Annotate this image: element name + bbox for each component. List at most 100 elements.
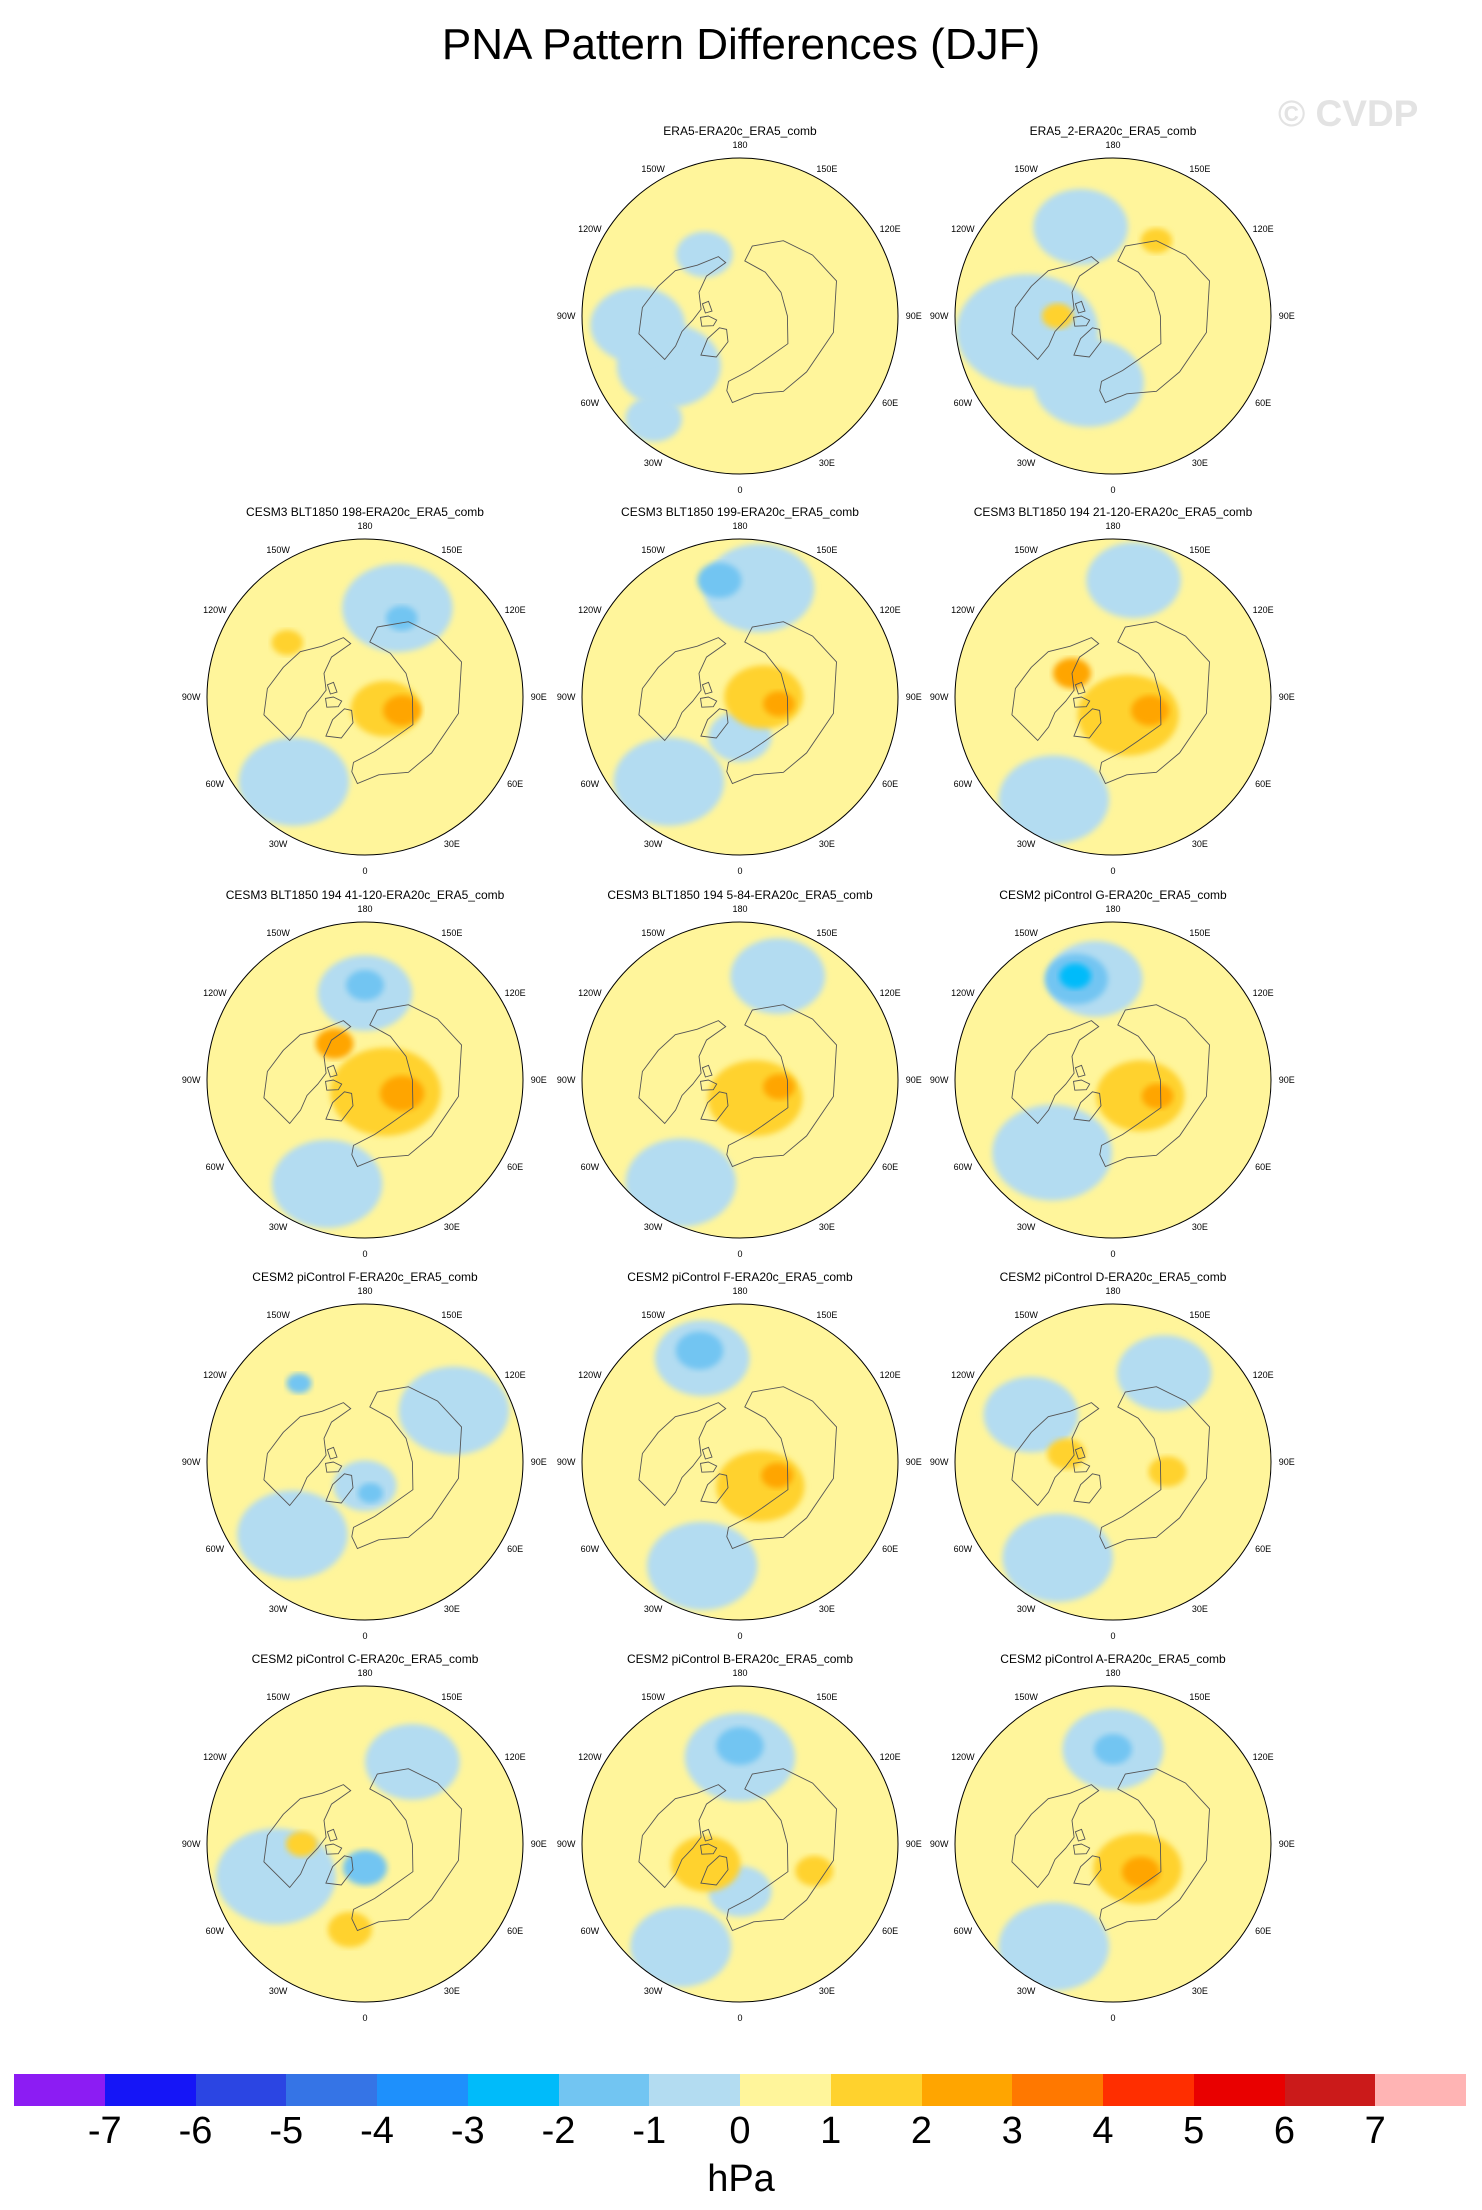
panel-title: CESM3 BLT1850 199-ERA20c_ERA5_comb (621, 505, 859, 519)
colorbar-tick-label: 3 (1001, 2110, 1023, 2152)
longitude-label: 30W (268, 1221, 288, 1232)
longitude-label: 150W (1014, 545, 1038, 556)
positive-anomaly (761, 1462, 793, 1489)
longitude-label: 60E (1255, 1925, 1272, 1936)
colorbar-box (1375, 2074, 1466, 2106)
longitude-label: 90W (181, 1075, 201, 1085)
longitude-label: 30E (818, 1985, 835, 1996)
longitude-label: 0 (362, 865, 368, 876)
coastline (1099, 621, 1210, 785)
coastline (1099, 1386, 1210, 1550)
coastline (1073, 1473, 1102, 1504)
longitude-label: 90W (556, 692, 576, 702)
longitude-label: 60E (507, 1543, 524, 1554)
map-border (581, 157, 899, 475)
longitude-label: 60W (953, 778, 973, 789)
polar-map (206, 1685, 524, 2003)
map-panel: CESM3 BLT1850 194 41-120-ERA20c_ERA5_com… (175, 888, 555, 1268)
polar-map (954, 1685, 1272, 2003)
panel-title: CESM2 piControl F-ERA20c_ERA5_comb (627, 1270, 853, 1284)
map-border (206, 538, 524, 856)
negative-anomaly (625, 1138, 737, 1227)
longitude-label: 120E (1252, 1370, 1274, 1381)
longitude-label: 150W (641, 164, 665, 175)
longitude-label: 60W (580, 1925, 600, 1936)
longitude-label: 60W (580, 1543, 600, 1554)
colorbar-box (558, 2074, 650, 2106)
longitude-label: 150E (441, 1310, 463, 1321)
coastline (1072, 1461, 1091, 1473)
longitude-label: 60W (580, 397, 600, 408)
map-border (581, 1685, 899, 2003)
colorbar-tick-label: 0 (729, 2110, 751, 2152)
coastline (701, 1446, 713, 1460)
negative-anomaly (365, 1724, 460, 1800)
positive-anomaly (1047, 1438, 1086, 1469)
polar-map (581, 1685, 899, 2003)
negative-anomaly (237, 1490, 348, 1579)
longitude-label: 120E (504, 1752, 526, 1763)
map-panel: CESM2 piControl G-ERA20c_ERA5_comb 180 0 15… (923, 888, 1303, 1268)
coastline (726, 240, 837, 404)
longitude-label: 0 (362, 1630, 368, 1641)
polar-map (581, 157, 899, 475)
longitude-label: 180 (1105, 140, 1121, 151)
longitude-label: 30W (1016, 457, 1036, 468)
longitude-label: 120W (578, 1370, 602, 1381)
longitude-label: 120E (879, 605, 901, 616)
colorbar-box (377, 2074, 468, 2106)
colorbar-box (1284, 2074, 1376, 2106)
longitude-label: 90E (905, 1839, 922, 1849)
longitude-label: 60W (205, 778, 225, 789)
positive-anomaly (327, 1911, 372, 1948)
longitude-label: 120W (578, 605, 602, 616)
map-border (581, 921, 899, 1239)
negative-anomaly (1002, 1513, 1113, 1602)
longitude-label: 180 (732, 521, 748, 532)
coastline (1074, 300, 1086, 314)
longitude-label: 30W (643, 457, 663, 468)
map-panel: CESM2 piControl D-ERA20c_ERA5_comb 180 0 15… (923, 1270, 1303, 1650)
longitude-label: 90E (905, 1075, 922, 1085)
positive-anomaly (271, 630, 304, 656)
coastline (324, 1079, 343, 1091)
map-border (954, 921, 1272, 1239)
coastline (326, 681, 338, 695)
panel-title: CESM3 BLT1850 194 41-120-ERA20c_ERA5_com… (225, 888, 505, 902)
longitude-label: 180 (357, 904, 373, 915)
coastline (1011, 1402, 1100, 1507)
longitude-label: 0 (737, 2012, 743, 2023)
coastline (701, 1828, 713, 1842)
longitude-label: 90E (1278, 692, 1295, 702)
negative-anomaly (697, 562, 742, 598)
map-panel: ERA5-ERA20c_ERA5_comb 180 0 150W 150E 120W 120… (550, 124, 930, 504)
positive-anomaly (1096, 1060, 1185, 1132)
positive-anomaly (716, 1450, 805, 1522)
longitude-label: 60E (1255, 397, 1272, 408)
longitude-label: 120E (504, 605, 526, 616)
longitude-label: 180 (732, 1668, 748, 1679)
longitude-label: 120W (578, 988, 602, 999)
panel-title: CESM2 piControl D-ERA20c_ERA5_comb (999, 1270, 1227, 1284)
longitude-label: 150W (641, 1310, 665, 1321)
map-panel: CESM3 BLT1850 194 5-84-ERA20c_ERA5_comb 1… (550, 888, 930, 1268)
coastline (1074, 1828, 1086, 1842)
colorbar-tick-label: -4 (360, 2110, 394, 2152)
longitude-label: 90E (905, 1457, 922, 1467)
longitude-label: 30E (1191, 1603, 1208, 1614)
longitude-label: 180 (1105, 904, 1121, 915)
longitude-label: 0 (737, 1630, 743, 1641)
longitude-label: 180 (1105, 1668, 1121, 1679)
longitude-label: 30W (1016, 1221, 1036, 1232)
longitude-label: 120W (578, 1752, 602, 1763)
coastline (700, 708, 729, 739)
longitude-label: 150W (266, 1692, 290, 1703)
map-border (954, 1685, 1272, 2003)
longitude-label: 30W (643, 838, 663, 849)
longitude-label: 90W (181, 1839, 201, 1849)
negative-anomaly (271, 1139, 383, 1229)
longitude-label: 90E (530, 1839, 547, 1849)
coastline (701, 300, 713, 314)
map-border (581, 538, 899, 856)
polar-map (954, 1303, 1272, 1621)
